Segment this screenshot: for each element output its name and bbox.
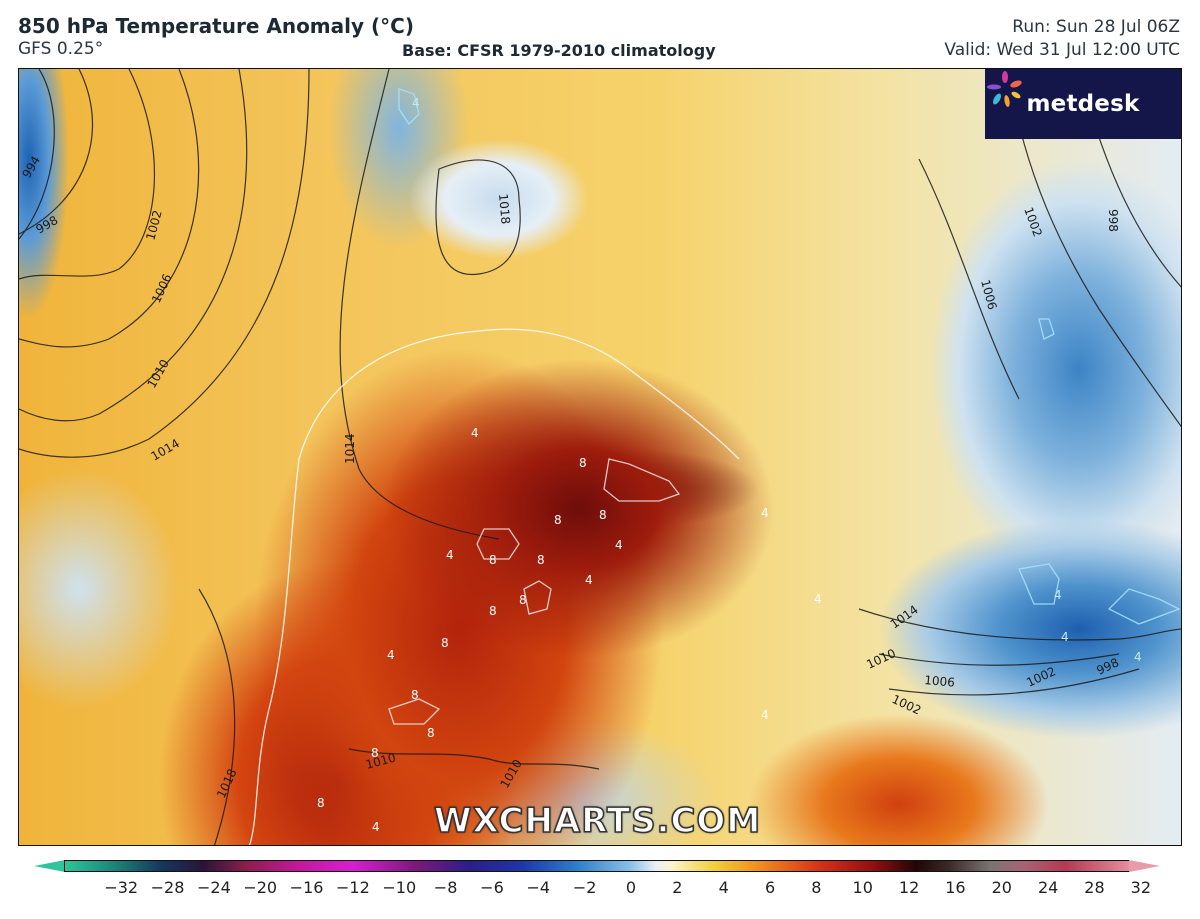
anomaly-label: 8 xyxy=(579,456,587,470)
isobar-label: 1010 xyxy=(144,357,171,390)
isobar-label: 1006 xyxy=(924,673,956,690)
colorbar-tick: −16 xyxy=(289,878,324,897)
isobar-label: 1010 xyxy=(364,750,397,771)
colorbar-tick: 32 xyxy=(1130,878,1151,897)
model-label: GFS 0.25° xyxy=(18,39,104,59)
anomaly-label: 8 xyxy=(489,553,497,567)
anomaly-label: 8 xyxy=(411,688,419,702)
wxcharts-watermark: WXCHARTS.COM xyxy=(433,800,762,842)
isobar-label: 1002 xyxy=(890,692,924,718)
anomaly-label: 4 xyxy=(387,648,395,662)
anomaly-contours xyxy=(248,88,1181,845)
colorbar-tick: 2 xyxy=(672,878,683,897)
colorbar-tick: −28 xyxy=(150,878,185,897)
colorbar-tick: −24 xyxy=(196,878,231,897)
anomaly-label: 8 xyxy=(519,593,527,607)
isobar-label: 1014 xyxy=(149,436,182,463)
colorbar-tick: 0 xyxy=(625,878,637,897)
isobar-label: 1006 xyxy=(149,272,175,306)
colorbar-tick: 28 xyxy=(1084,878,1105,897)
colorbar xyxy=(34,856,1164,876)
colorbar-extend-max xyxy=(1129,860,1160,872)
anomaly-label: 4 xyxy=(761,506,769,520)
anomaly-label: 4 xyxy=(761,708,769,722)
isobar-label: 1002 xyxy=(1024,664,1058,690)
isobar-label: 1002 xyxy=(1021,205,1045,238)
anomaly-label: 8 xyxy=(441,636,449,650)
colorbar-tick: 12 xyxy=(898,878,920,897)
anomaly-label: 4 xyxy=(412,96,420,110)
anomaly-labels: 4 4 8 8 8 8 8 8 8 4 4 4 4 4 8 8 8 8 8 4 … xyxy=(317,96,1142,834)
colorbar-tick: 10 xyxy=(852,878,873,897)
anomaly-label: 4 xyxy=(372,820,380,834)
colorbar-tick: 16 xyxy=(945,878,966,897)
colorbar-extend-min xyxy=(34,860,65,872)
isobar-label: 998 xyxy=(1106,209,1120,232)
colorbar-tick: 8 xyxy=(811,878,822,897)
isobar-label: 1018 xyxy=(496,193,513,225)
colorbar-tick: −6 xyxy=(480,878,504,897)
anomaly-map: 994 998 1002 1006 1010 1014 1018 1014 10… xyxy=(18,68,1182,846)
isobar-label: 1014 xyxy=(343,433,357,464)
colorbar-tick: −32 xyxy=(104,878,139,897)
colorbar-tick: 24 xyxy=(1037,878,1059,897)
colorbar-ticks: −32 −28 −24 −20 −16 −12 −10 −8 −6 −4 −2 … xyxy=(34,874,1164,904)
colorbar-tick: 4 xyxy=(718,878,729,897)
colorbar-tick: −12 xyxy=(336,878,370,897)
climatology-base-label: Base: CFSR 1979-2010 climatology xyxy=(402,41,716,60)
anomaly-label: 8 xyxy=(537,553,545,567)
valid-time-label: Valid: Wed 31 Jul 12:00 UTC xyxy=(944,40,1180,60)
logo-text: metdesk xyxy=(1026,91,1140,117)
anomaly-label: 4 xyxy=(1134,650,1142,664)
colorbar-tick: −20 xyxy=(243,878,278,897)
isobar-label: 994 xyxy=(19,154,43,181)
map-overlay: 994 998 1002 1006 1010 1014 1018 1014 10… xyxy=(19,69,1181,845)
chart-title: 850 hPa Temperature Anomaly (°C) xyxy=(18,14,414,38)
isobar-label: 998 xyxy=(34,213,61,237)
isobar-label: 1002 xyxy=(143,209,164,242)
isobar-label: 1018 xyxy=(214,767,240,801)
anomaly-label: 8 xyxy=(554,513,562,527)
anomaly-label: 8 xyxy=(489,604,497,618)
isobar-label: 1010 xyxy=(864,646,898,672)
isobar-label: 998 xyxy=(1094,655,1121,677)
colorbar-tick: 6 xyxy=(764,878,776,897)
anomaly-label: 8 xyxy=(371,746,379,760)
colorbar-tick: −10 xyxy=(382,878,417,897)
run-time-label: Run: Sun 28 Jul 06Z xyxy=(1012,17,1180,37)
isobar-label: 1006 xyxy=(978,278,999,311)
isobar-label: 1014 xyxy=(888,602,921,631)
colorbar-tick: −8 xyxy=(433,878,458,897)
colorbar-tick: −2 xyxy=(572,878,597,897)
colorbar-tick: −4 xyxy=(526,878,551,897)
anomaly-label: 4 xyxy=(814,592,822,606)
anomaly-label: 8 xyxy=(599,508,607,522)
anomaly-label: 4 xyxy=(1054,588,1062,602)
metdesk-starburst-icon xyxy=(987,71,1022,107)
anomaly-label: 4 xyxy=(615,538,623,552)
anomaly-label: 8 xyxy=(427,726,435,740)
metdesk-logo[interactable]: metdesk xyxy=(985,69,1181,139)
isobar-lines xyxy=(19,69,1181,845)
anomaly-label: 4 xyxy=(585,573,593,587)
anomaly-label: 4 xyxy=(446,548,454,562)
anomaly-label: 4 xyxy=(471,426,479,440)
anomaly-label: 4 xyxy=(1061,630,1069,644)
anomaly-label: 8 xyxy=(317,796,325,810)
colorbar-tick: 20 xyxy=(991,878,1012,897)
colorbar-gradient xyxy=(64,860,1130,872)
